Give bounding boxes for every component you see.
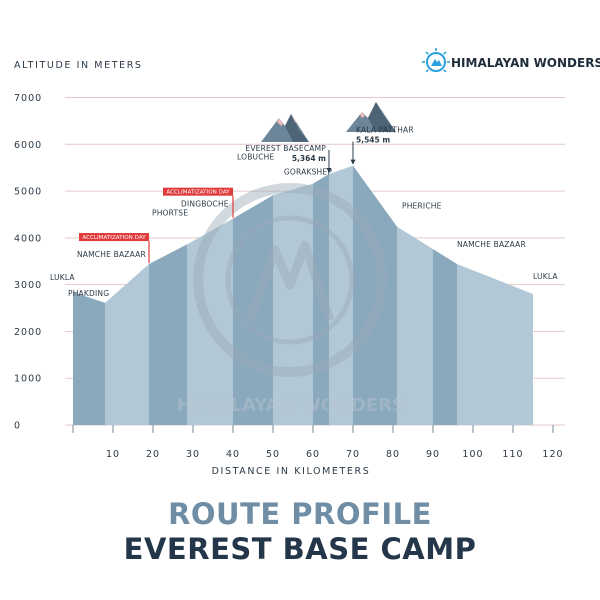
title-line1: ROUTE PROFILE xyxy=(168,497,432,531)
title-line2: EVEREST BASE CAMP xyxy=(124,532,477,566)
x-tick-label: 10 xyxy=(106,449,120,460)
y-tick-label: 7000 xyxy=(14,93,42,104)
x-tick-label: 20 xyxy=(146,449,160,460)
profile-band xyxy=(353,165,397,425)
x-tick-label: 100 xyxy=(462,449,483,460)
stop-label: PHAKDING xyxy=(68,289,109,298)
peak-pointer-arrow xyxy=(326,168,332,174)
stop-label: LUKLA xyxy=(50,273,75,282)
acclimatization-badge xyxy=(163,187,233,196)
x-tick-label: 120 xyxy=(542,449,563,460)
stop-altitude: 5,364 m xyxy=(292,154,326,163)
mountain-icon xyxy=(346,102,396,132)
stop-altitude: 5,545 m xyxy=(356,136,390,145)
acclimatization-badges: ACCLIMATIZATION DAY ACCLIMATIZATION DAY xyxy=(79,187,234,264)
brand-logo: HIMALAYAN WONDERS xyxy=(422,48,600,73)
x-tick-label: 70 xyxy=(346,449,360,460)
brand-name: HIMALAYAN WONDERS xyxy=(451,56,600,70)
y-tick-label: 4000 xyxy=(14,233,42,244)
stop-label: NAMCHE BAZAAR xyxy=(77,250,146,259)
compass-mountain-icon xyxy=(422,48,450,73)
y-tick-label: 2000 xyxy=(14,327,42,338)
y-tick-label: 5000 xyxy=(14,187,42,198)
profile-band xyxy=(397,226,433,425)
y-tick-label: 0 xyxy=(14,421,21,432)
badge-text: ACCLIMATIZATION DAY xyxy=(166,190,230,196)
peak-pointer-arrow xyxy=(350,159,356,165)
x-tick-label: 110 xyxy=(502,449,523,460)
profile-band xyxy=(433,249,457,425)
watermark-text: HIMALAYAN WONDERS xyxy=(177,395,405,416)
x-tick-label: 50 xyxy=(266,449,280,460)
badge-text: ACCLIMATIZATION DAY xyxy=(82,235,146,241)
y-tick-label: 6000 xyxy=(14,140,42,151)
profile-band xyxy=(105,264,149,425)
y-axis-title: ALTITUDE IN METERS xyxy=(14,60,143,71)
stop-label: DINGBOCHE xyxy=(181,200,229,209)
profile-band xyxy=(329,165,353,425)
profile-area xyxy=(73,165,533,425)
x-axis-ticks: 10 20 30 40 50 60 70 80 90 100 110 120 xyxy=(72,425,563,460)
watermark: HIMALAYAN WONDERS xyxy=(177,183,405,416)
x-tick-label: 30 xyxy=(186,449,200,460)
stop-label: PHORTSE xyxy=(152,208,188,217)
acclimatization-badge xyxy=(79,233,149,242)
stop-labels: LUKLA PHAKDING NAMCHE BAZAAR PHORTSEDINGBOC… xyxy=(50,126,558,298)
stop-label: EVEREST BASECAMP xyxy=(245,144,326,153)
x-tick-label: 80 xyxy=(386,449,400,460)
stop-label: LUKLA xyxy=(533,272,558,281)
profile-band xyxy=(73,292,105,425)
stop-label: GORAKSHEP xyxy=(284,168,332,177)
x-tick-label: 60 xyxy=(306,449,320,460)
x-axis-title: DISTANCE IN KILOMETERS xyxy=(212,466,371,477)
stop-label: PHERICHE xyxy=(402,202,442,211)
mountain-icon xyxy=(261,114,309,142)
stop-label: KALA PATTHAR xyxy=(356,126,414,135)
profile-band xyxy=(233,195,273,425)
stop-label: NAMCHE BAZAAR xyxy=(457,240,526,249)
profile-band xyxy=(187,218,233,425)
y-axis-ticks: 0 1000 2000 3000 4000 5000 6000 7000 xyxy=(14,93,42,432)
x-tick-label: 40 xyxy=(226,449,240,460)
profile-band xyxy=(313,174,329,425)
profile-band xyxy=(273,183,313,425)
y-tick-label: 3000 xyxy=(14,280,42,291)
profile-band xyxy=(457,264,533,425)
stop-label: LOBUCHE xyxy=(237,152,275,161)
profile-band xyxy=(149,244,187,425)
y-tick-label: 1000 xyxy=(14,374,42,385)
x-tick-label: 90 xyxy=(426,449,440,460)
peak-pointers xyxy=(326,141,356,174)
